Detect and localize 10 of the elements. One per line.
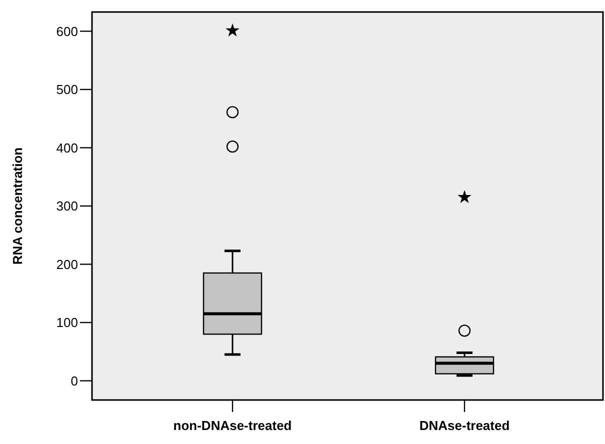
y-tick-label: 500	[56, 82, 78, 98]
x-tick-label: non-DNAse-treated	[173, 418, 292, 433]
y-tick-label: 300	[56, 198, 78, 214]
y-axis-title: RNA concentration	[10, 147, 25, 265]
x-tick-label: DNAse-treated	[419, 418, 510, 433]
y-tick-label: 0	[70, 373, 78, 388]
y-tick-label: 600	[56, 24, 78, 39]
y-tick-label: 200	[56, 256, 78, 272]
y-tick-label: 100	[56, 315, 78, 330]
y-tick-label: 400	[56, 140, 78, 156]
